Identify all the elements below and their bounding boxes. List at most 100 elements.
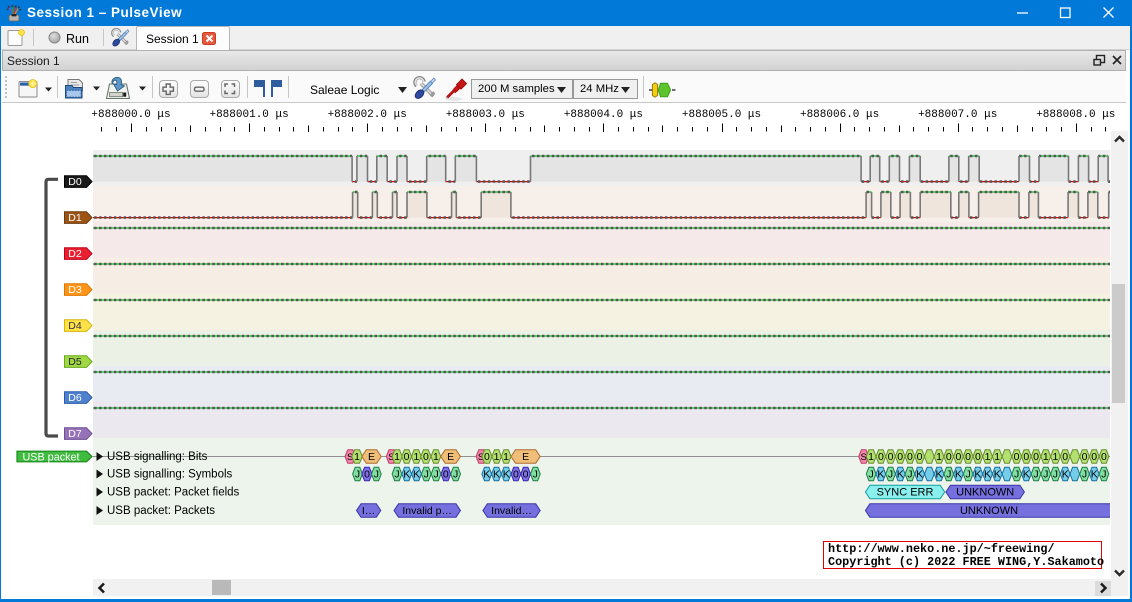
svg-text:J: J: [394, 469, 399, 481]
svg-text:Invalid p…: Invalid p…: [402, 505, 452, 517]
svg-text:USB signalling: Symbols: USB signalling: Symbols: [107, 469, 233, 481]
svg-text:J: J: [1053, 469, 1058, 481]
svg-text:J: J: [1101, 469, 1106, 481]
svg-text:S: S: [478, 452, 484, 463]
svg-text:E: E: [368, 451, 375, 463]
svg-text:1: 1: [394, 451, 400, 463]
svg-text:SYNC ERR: SYNC ERR: [877, 487, 934, 499]
svg-text:0: 0: [955, 451, 961, 463]
svg-text:K: K: [503, 469, 510, 481]
svg-text:K: K: [897, 469, 904, 481]
svg-text:J: J: [533, 469, 538, 481]
svg-text:D7: D7: [68, 428, 82, 440]
svg-text:+888002.0 μs: +888002.0 μs: [328, 109, 407, 121]
svg-text:Invalid…: Invalid…: [491, 505, 532, 517]
svg-text:J: J: [1082, 469, 1087, 481]
svg-text:K: K: [1091, 469, 1098, 481]
svg-text:D5: D5: [68, 356, 82, 368]
svg-text:+888004.0 μs: +888004.0 μs: [564, 109, 643, 121]
svg-text:0: 0: [888, 451, 894, 463]
svg-text:1: 1: [1052, 451, 1058, 463]
svg-text:0: 0: [513, 469, 519, 481]
svg-text:USB signalling: Bits: USB signalling: Bits: [107, 451, 208, 463]
svg-text:J: J: [868, 469, 873, 481]
svg-text:0: 0: [484, 451, 490, 463]
svg-text:K: K: [1023, 469, 1030, 481]
svg-text:0: 0: [364, 469, 370, 481]
svg-text:USB packet: Packets: USB packet: Packets: [107, 505, 215, 517]
svg-text:J: J: [374, 469, 379, 481]
svg-text:D0: D0: [68, 176, 82, 188]
svg-text:J: J: [424, 469, 429, 481]
svg-text:0: 0: [423, 451, 429, 463]
svg-text:S: S: [347, 452, 353, 463]
svg-text:E: E: [447, 451, 454, 463]
svg-text:0: 0: [1101, 451, 1107, 463]
svg-text:J: J: [888, 469, 893, 481]
svg-text:0: 0: [523, 469, 529, 481]
svg-text:J: J: [907, 469, 912, 481]
svg-text:0: 0: [404, 451, 410, 463]
svg-text:0: 0: [1023, 451, 1029, 463]
svg-text:J: J: [433, 469, 438, 481]
svg-text:+888005.0 μs: +888005.0 μs: [682, 109, 761, 121]
svg-text:0: 0: [1062, 451, 1068, 463]
svg-text:K: K: [877, 469, 884, 481]
svg-text:+888008.0 μs: +888008.0 μs: [1036, 109, 1115, 121]
svg-text:0: 0: [975, 451, 981, 463]
svg-text:D1: D1: [68, 212, 82, 224]
svg-text:UNKNOWN: UNKNOWN: [956, 487, 1014, 499]
svg-text:S: S: [861, 452, 867, 463]
svg-text:1: 1: [494, 451, 500, 463]
svg-text:0: 0: [917, 451, 923, 463]
svg-text:J: J: [355, 469, 360, 481]
svg-text:D4: D4: [68, 320, 82, 332]
svg-text:I…: I…: [362, 505, 375, 517]
svg-text:+888000.0 μs: +888000.0 μs: [91, 109, 170, 121]
svg-text:K: K: [483, 469, 490, 481]
svg-text:1: 1: [868, 451, 874, 463]
svg-text:K: K: [413, 469, 420, 481]
svg-text:K: K: [935, 469, 942, 481]
svg-text:1: 1: [936, 451, 942, 463]
svg-text:1: 1: [354, 451, 360, 463]
svg-text:K: K: [916, 469, 923, 481]
svg-text:+888007.0 μs: +888007.0 μs: [918, 109, 997, 121]
svg-text:J: J: [965, 469, 970, 481]
svg-text:0: 0: [897, 451, 903, 463]
svg-text:K: K: [955, 469, 962, 481]
svg-text:UNKNOWN: UNKNOWN: [960, 505, 1018, 517]
svg-text:J: J: [1033, 469, 1038, 481]
svg-text:0: 0: [965, 451, 971, 463]
svg-text:0: 0: [1091, 451, 1097, 463]
svg-text:1: 1: [985, 451, 991, 463]
svg-text:1: 1: [503, 451, 509, 463]
svg-text:J: J: [1043, 469, 1048, 481]
svg-text:0: 0: [1033, 451, 1039, 463]
svg-text:D2: D2: [68, 248, 82, 260]
svg-text:0: 0: [1082, 451, 1088, 463]
svg-text:K: K: [403, 469, 410, 481]
svg-text:0: 0: [443, 469, 449, 481]
svg-text:K: K: [984, 469, 991, 481]
svg-text:K: K: [493, 469, 500, 481]
svg-text:1: 1: [413, 451, 419, 463]
svg-text:USB packet: USB packet: [22, 451, 79, 463]
svg-text:1: 1: [1043, 451, 1049, 463]
svg-text:D6: D6: [68, 392, 82, 404]
svg-text:S: S: [388, 452, 394, 463]
svg-text:E: E: [522, 451, 529, 463]
svg-text:+888003.0 μs: +888003.0 μs: [446, 109, 525, 121]
svg-text:0: 0: [907, 451, 913, 463]
svg-text:0: 0: [1014, 451, 1020, 463]
svg-text:J: J: [453, 469, 458, 481]
svg-text:USB packet: Packet fields: USB packet: Packet fields: [107, 487, 240, 499]
svg-text:0: 0: [946, 451, 952, 463]
svg-text:1: 1: [433, 451, 439, 463]
svg-text:K: K: [994, 469, 1001, 481]
svg-text:K: K: [1062, 469, 1069, 481]
svg-text:J: J: [1014, 469, 1019, 481]
svg-text:0: 0: [878, 451, 884, 463]
svg-text:1: 1: [994, 451, 1000, 463]
svg-text:J: J: [946, 469, 951, 481]
